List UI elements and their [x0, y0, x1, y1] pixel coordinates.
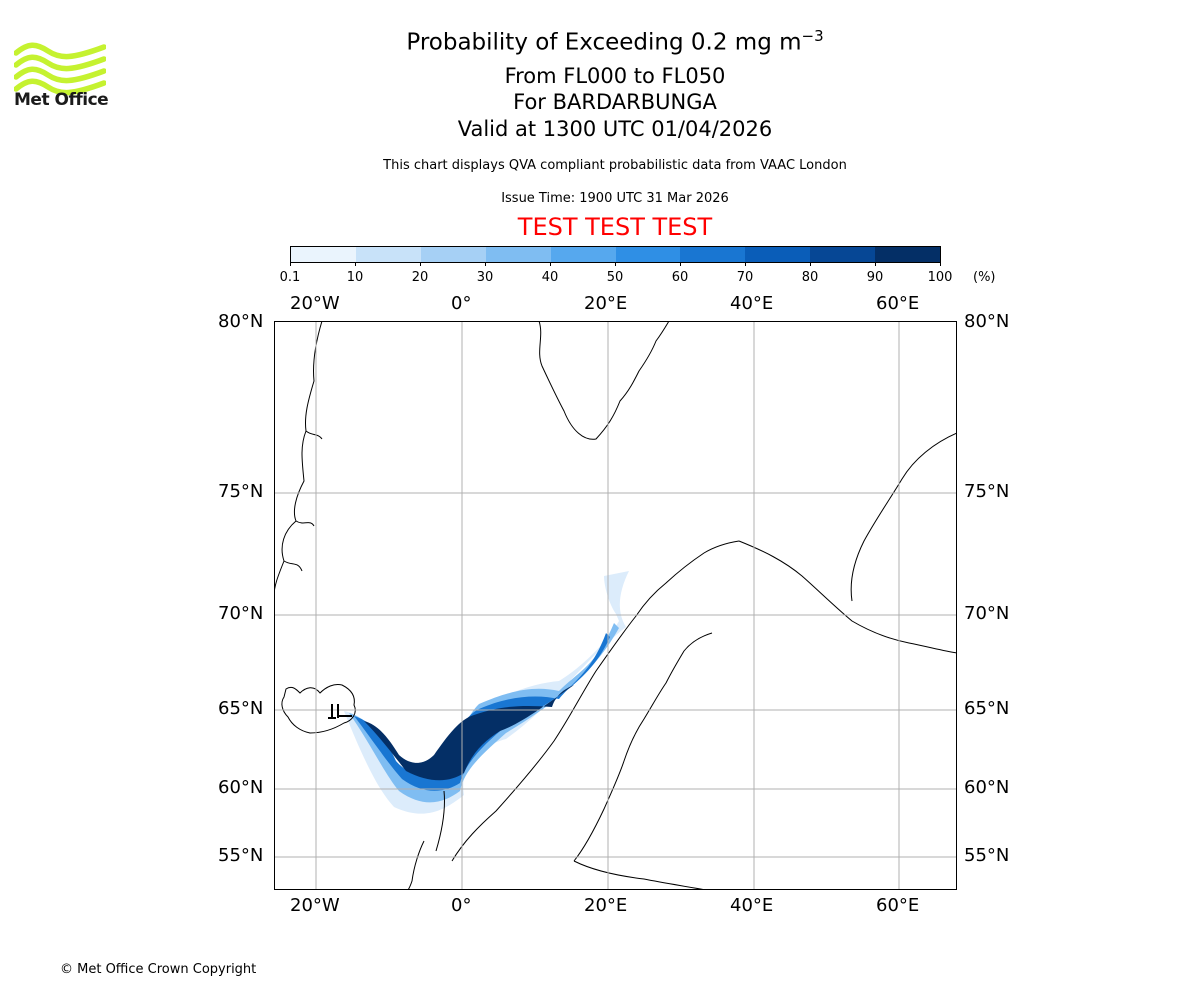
colorbar-swatch [680, 247, 746, 262]
colorbar-swatch [291, 247, 356, 262]
lat-label-right-70n: 70°N [964, 603, 1010, 624]
ash-plume-band-high [354, 633, 610, 791]
lon-label-bottom-20w: 20°W [290, 895, 340, 916]
valid-time: Valid at 1300 UTC 01/04/2026 [457, 117, 773, 141]
lat-label-left-80n: 80°N [218, 311, 264, 332]
chart-title: Probability of Exceeding 0.2 mg m−3 [0, 27, 1200, 56]
colorbar-tick-label: 100 [927, 270, 953, 285]
lat-label-right-80n: 80°N [964, 311, 1010, 332]
colorbar-tick-label: 10 [346, 270, 364, 285]
colorbar-tick-mark [355, 262, 356, 266]
colorbar-tick-mark [745, 262, 746, 266]
scandinavia-norway [451, 540, 740, 862]
volcano-name: For BARDARBUNGA [513, 90, 717, 114]
colorbar-swatch [355, 247, 421, 262]
lon-label-top-0: 0° [451, 293, 472, 314]
colorbar-tick-mark [875, 262, 876, 266]
colorbar-swatch [420, 247, 486, 262]
colorbar-swatch [745, 247, 811, 262]
lat-label-left-55n: 55°N [218, 845, 264, 866]
colorbar-tick-label: 20 [411, 270, 429, 285]
map-frame [274, 321, 957, 890]
colorbar-tick-label: 80 [801, 270, 819, 285]
colorbar-tick-mark [615, 262, 616, 266]
colorbar-swatch [875, 247, 941, 262]
lat-label-left-75n: 75°N [218, 481, 264, 502]
lat-label-right-75n: 75°N [964, 481, 1010, 502]
ash-plume-band-core [364, 685, 574, 781]
greenland-inlet [283, 430, 323, 572]
colorbar-swatch [485, 247, 551, 262]
lat-label-right-55n: 55°N [964, 845, 1010, 866]
colorbar-tick-mark [680, 262, 681, 266]
test-banner: TEST TEST TEST [517, 213, 713, 241]
lat-label-left-60n: 60°N [218, 777, 264, 798]
colorbar-tick-label: 60 [671, 270, 689, 285]
scandinavia-sweden-finland [573, 632, 713, 862]
colorbar-tick-mark [810, 262, 811, 266]
lon-label-bottom-0: 0° [451, 895, 472, 916]
lon-label-top-20e: 20°E [584, 293, 628, 314]
chart-description: This chart displays QVA compliant probab… [383, 158, 847, 173]
novaya-zemlya [850, 432, 957, 602]
colorbar-tick-label: 50 [606, 270, 624, 285]
copyright: © Met Office Crown Copyright [60, 962, 257, 977]
colorbar-tick-label: 90 [866, 270, 884, 285]
met-office-logo-waves-icon [14, 42, 106, 96]
ash-plume-band-low [344, 571, 629, 814]
colorbar-tick-mark [290, 262, 291, 266]
svalbard [538, 321, 670, 440]
met-office-logo-text: Met Office [14, 90, 109, 110]
colorbar-swatch [615, 247, 681, 262]
lon-label-bottom-20e: 20°E [584, 895, 628, 916]
lon-label-bottom-40e: 40°E [730, 895, 774, 916]
colorbar-tick-label: 70 [736, 270, 754, 285]
lat-label-left-70n: 70°N [218, 603, 264, 624]
lon-label-top-60e: 60°E [876, 293, 920, 314]
lon-label-bottom-60e: 60°E [876, 895, 920, 916]
issue-time: Issue Time: 1900 UTC 31 Mar 2026 [501, 191, 729, 206]
colorbar-swatch [810, 247, 876, 262]
lat-label-left-65n: 65°N [218, 698, 264, 719]
colorbar-tick-label: 0.1 [279, 270, 301, 285]
volcano-marker-icon [328, 704, 352, 719]
ash-probability-map [274, 321, 957, 890]
baltic-coast [573, 860, 707, 890]
chart-title-text: Probability of Exceeding 0.2 mg m [406, 29, 802, 56]
colorbar-unit: (%) [973, 270, 996, 285]
colorbar-tick-mark [940, 262, 941, 266]
probability-colorbar [290, 246, 941, 263]
colorbar-tick-mark [485, 262, 486, 266]
lat-label-right-65n: 65°N [964, 698, 1010, 719]
russia-arctic-coast [738, 540, 957, 654]
lat-label-right-60n: 60°N [964, 777, 1010, 798]
flight-level-range: From FL000 to FL050 [504, 64, 726, 88]
lon-label-top-40e: 40°E [730, 293, 774, 314]
chart-title-superscript: −3 [801, 27, 824, 45]
graticule [274, 321, 957, 890]
greenland-east-coast [274, 321, 323, 597]
colorbar-tick-label: 40 [541, 270, 559, 285]
iceland [281, 684, 356, 734]
lon-label-top-20w: 20°W [290, 293, 340, 314]
colorbar-tick-mark [550, 262, 551, 266]
colorbar-tick-mark [420, 262, 421, 266]
colorbar-swatch [550, 247, 616, 262]
colorbar-tick-label: 30 [476, 270, 494, 285]
ash-plume [344, 571, 629, 814]
